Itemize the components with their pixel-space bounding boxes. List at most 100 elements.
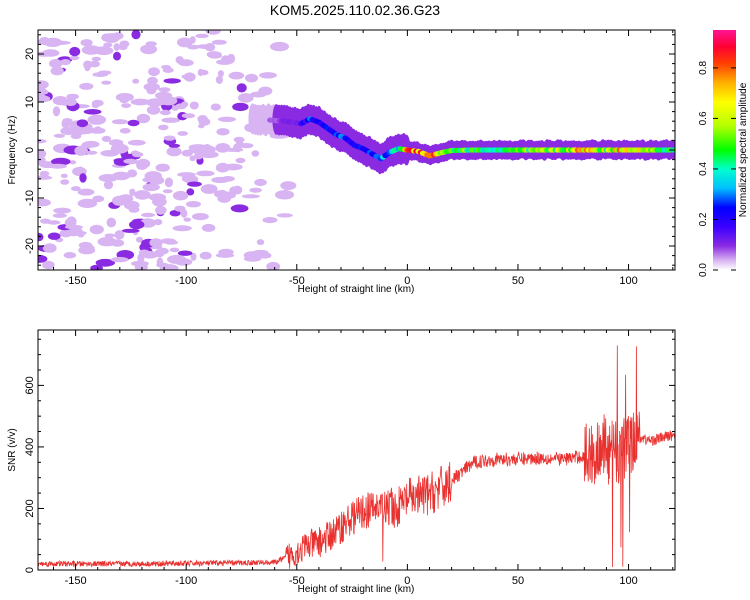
noise-blob [153, 219, 163, 226]
noise-blob [83, 109, 102, 115]
noise-blob [48, 59, 63, 68]
noise-blob [113, 51, 121, 61]
colorbar-label: Normalized spectral amplitude [738, 82, 749, 217]
noise-blob [187, 181, 202, 187]
snr-plot-area [38, 345, 675, 569]
noise-blob [38, 156, 46, 165]
spectrogram-x-ticks: -150 -100 -50 0 50 100 [52, 30, 674, 287]
noise-blob [140, 44, 158, 55]
noise-blob [174, 205, 186, 212]
noise-blob [53, 133, 66, 138]
noise-blob [103, 42, 113, 48]
noise-blob [38, 139, 47, 144]
noise-blob [130, 98, 151, 106]
noise-blob [89, 127, 106, 134]
snr-x-ticks: -150 -100 -50 0 50 100 [52, 330, 674, 587]
noise-blob [77, 198, 98, 208]
noise-blob [42, 260, 55, 270]
noise-blob [115, 93, 134, 102]
noise-blob [50, 66, 64, 76]
noise-blob [51, 157, 71, 166]
noise-blob [186, 201, 201, 208]
noise-blob [266, 261, 281, 270]
noise-blob [132, 78, 140, 84]
noise-blob [215, 75, 223, 84]
noise-blob [235, 157, 246, 164]
noise-blob [47, 232, 61, 240]
noise-blob [127, 139, 146, 146]
noise-blob [95, 258, 116, 267]
noise-blob [134, 190, 151, 200]
noise-blob [121, 103, 131, 108]
noise-blob [149, 238, 163, 248]
spectrogram-xlabel: Height of straight line (km) [298, 284, 415, 295]
noise-blob [162, 189, 173, 194]
noise-blob [161, 117, 181, 123]
noise-blob [38, 254, 48, 263]
noise-blob [64, 218, 77, 228]
noise-blob [123, 200, 140, 210]
noise-blob [52, 106, 61, 117]
noise-blob [85, 150, 98, 155]
noise-blob [245, 73, 258, 83]
noise-blob [136, 160, 148, 170]
noise-blob [72, 230, 87, 236]
noise-blob [53, 207, 72, 214]
noise-blob [114, 230, 125, 240]
noise-blob [199, 251, 212, 260]
noise-blob [163, 78, 181, 84]
noise-blob [148, 67, 160, 77]
noise-blob [71, 186, 81, 192]
noise-blob [238, 93, 254, 103]
noise-blob [69, 55, 80, 61]
noise-blob [142, 183, 160, 192]
noise-blob [201, 223, 216, 232]
noise-blob [70, 133, 82, 139]
noise-blob [183, 217, 192, 222]
noise-blob [187, 44, 200, 50]
noise-blob [251, 150, 260, 157]
noise-blob [276, 213, 293, 218]
noise-blob [97, 237, 117, 247]
noise-blob [205, 30, 221, 35]
noise-blob [144, 171, 162, 181]
noise-blob [167, 254, 187, 264]
noise-blob [74, 145, 88, 156]
noise-blob [218, 248, 234, 256]
x-tick-label: 50 [512, 575, 524, 587]
noise-blob [254, 178, 267, 187]
noise-blob [90, 264, 103, 270]
noise-blob [164, 177, 173, 188]
noise-blob [258, 86, 273, 96]
noise-blob [80, 39, 93, 47]
noise-blob [136, 113, 151, 124]
colorbar-tick-label: 0.8 [698, 61, 709, 75]
noise-blob [79, 82, 94, 90]
noise-blob [127, 119, 140, 127]
noise-blob [111, 119, 129, 125]
noise-blob [199, 151, 219, 159]
snr-panel: -150 -100 -50 0 50 100 0 200 400 600 Height of s… [7, 329, 676, 595]
noise-blob [206, 51, 222, 58]
noise-blob [270, 41, 289, 52]
noise-blob [141, 251, 159, 259]
noise-blob [132, 151, 144, 158]
noise-blob [159, 109, 171, 116]
colorbar-gradient [713, 30, 736, 270]
noise-blob [162, 67, 174, 73]
noise-blob [136, 236, 143, 243]
y-tick-label: 0 [24, 567, 36, 573]
noise-blob [98, 174, 118, 182]
noise-blob [195, 33, 209, 39]
noise-blob [163, 135, 176, 141]
noise-blob [131, 30, 141, 40]
noise-blob [131, 260, 149, 267]
noise-blob [181, 149, 193, 157]
noise-blob [101, 135, 112, 142]
noise-blob [146, 86, 157, 95]
colorbar-ticks: 0.0 0.2 0.4 0.6 0.8 [698, 61, 736, 277]
noise-blob [216, 128, 230, 136]
noise-blob [110, 256, 129, 263]
